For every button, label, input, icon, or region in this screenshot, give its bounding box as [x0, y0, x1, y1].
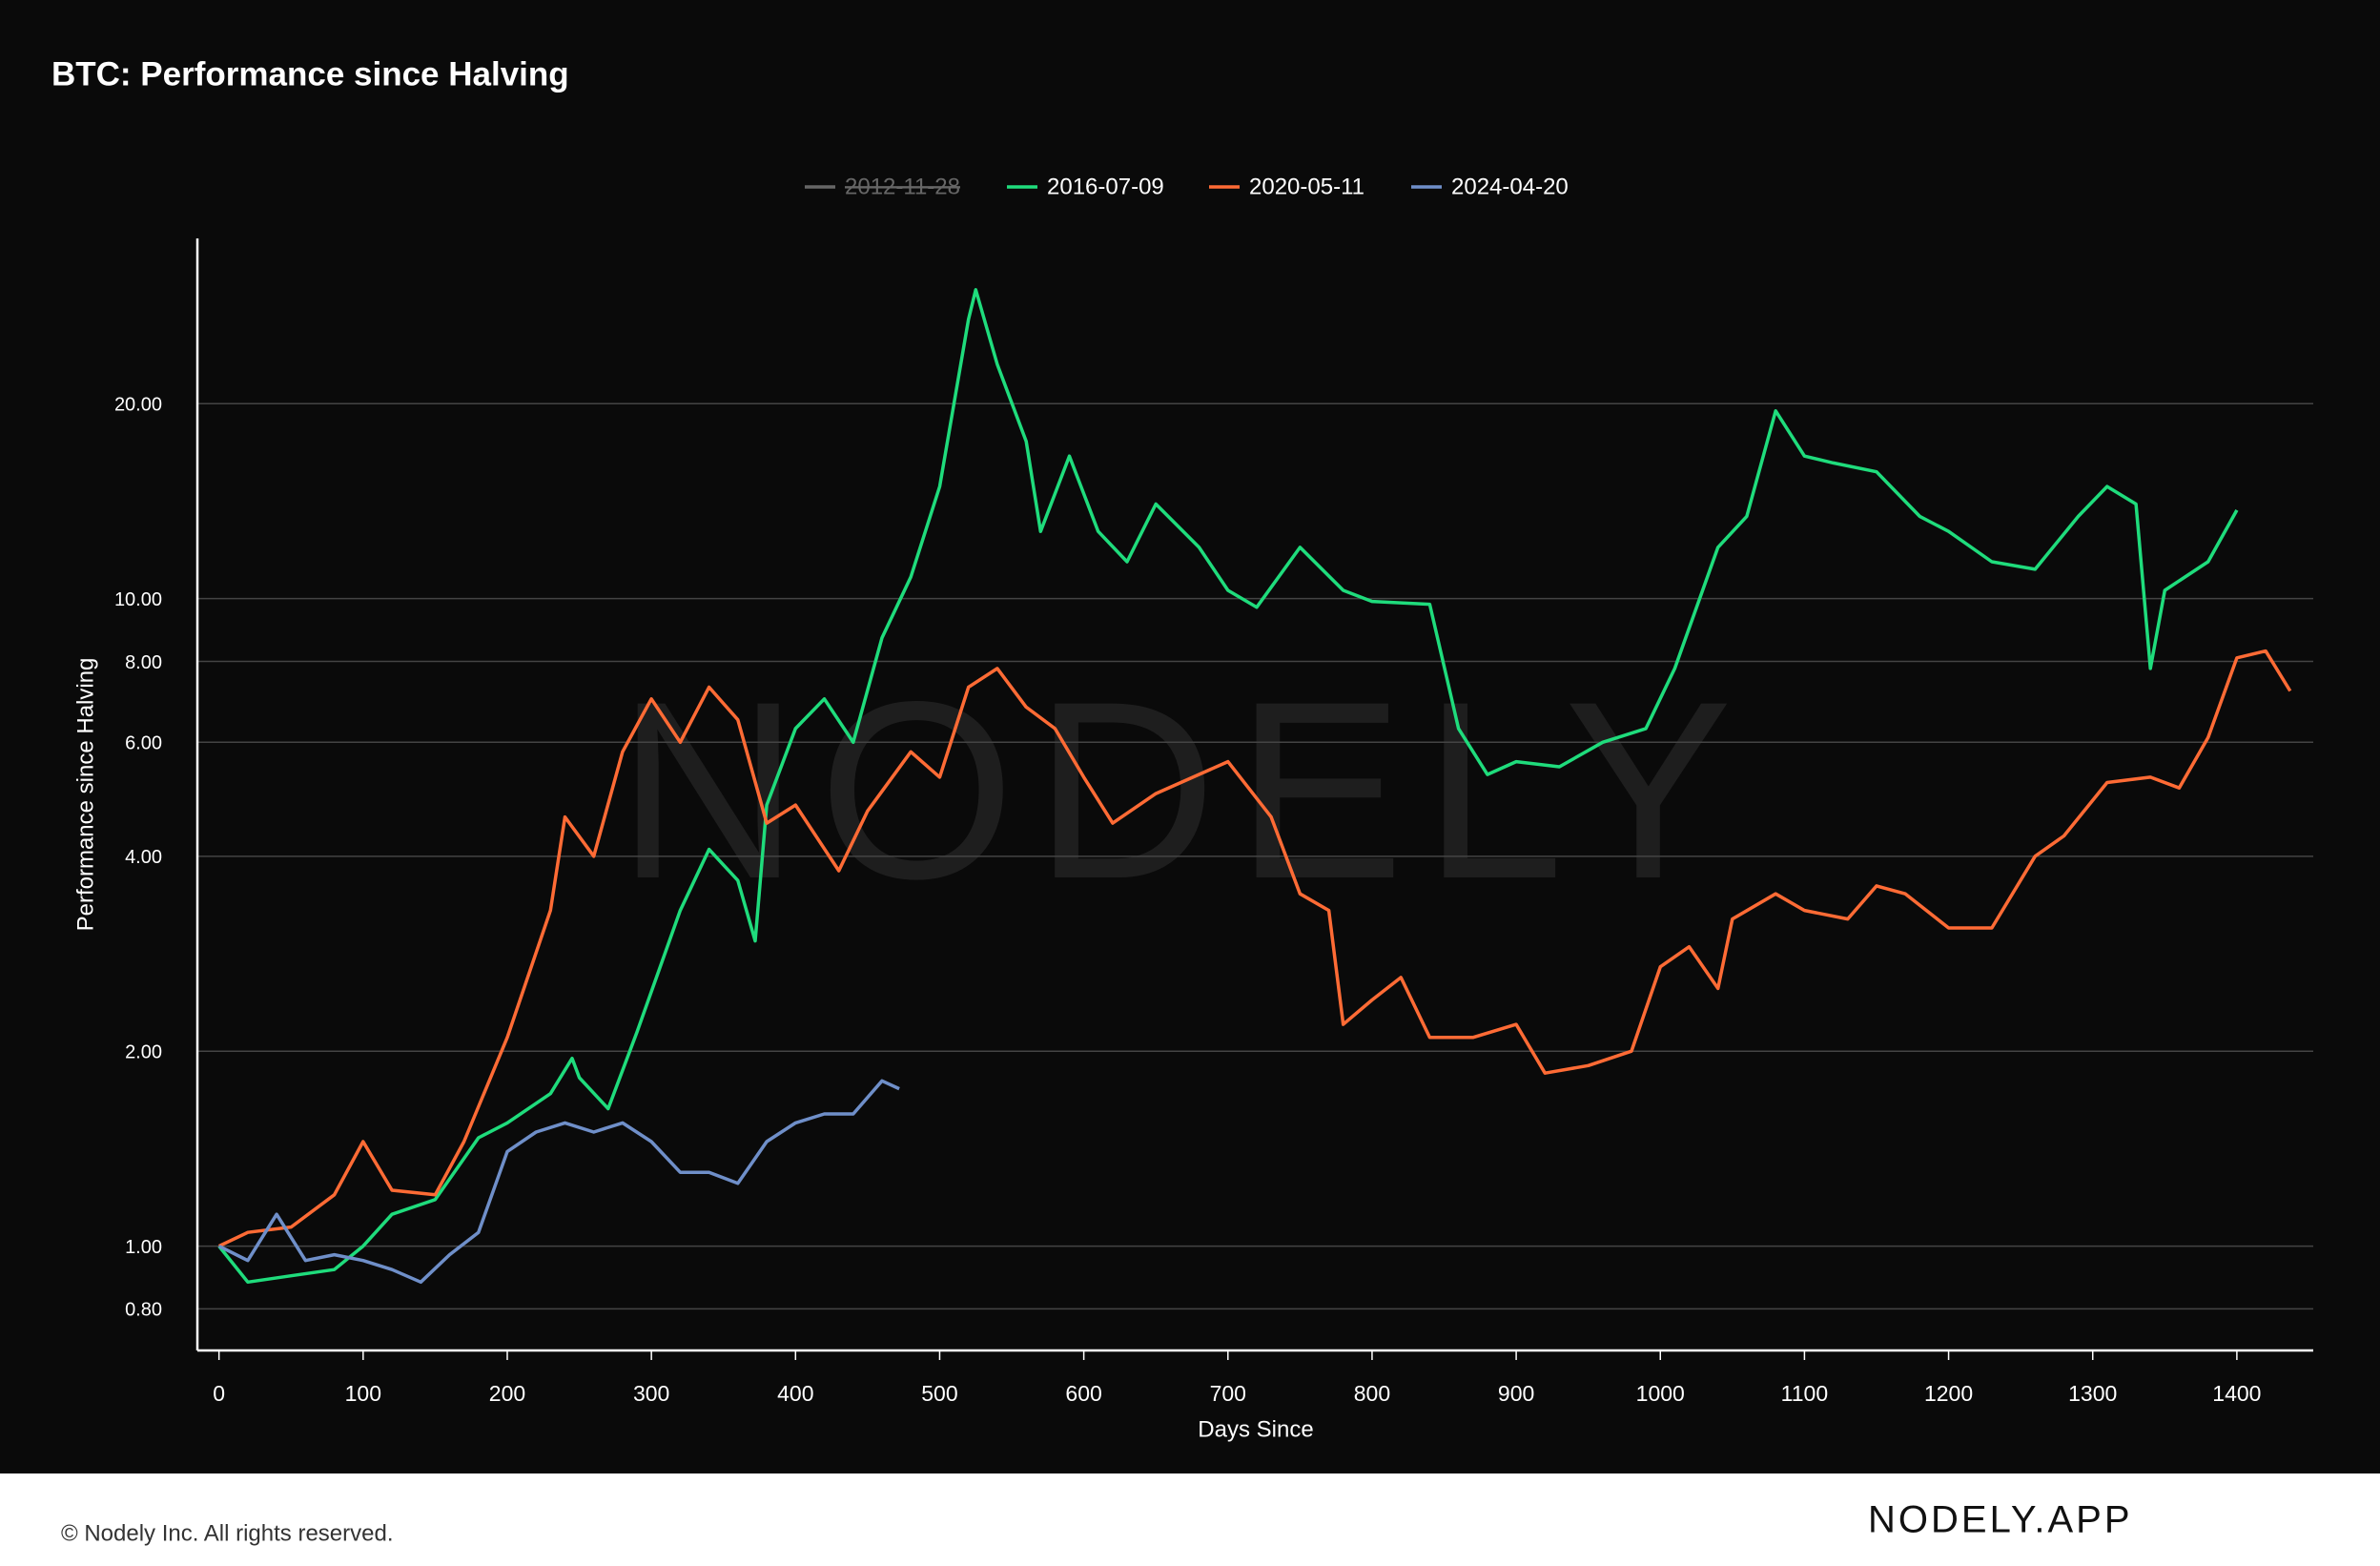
series-line [217, 649, 2292, 1248]
legend-item[interactable]: 2020-05-11 [1209, 174, 1364, 199]
x-tick-label: 400 [777, 1381, 813, 1406]
x-tick-label: 1300 [2068, 1381, 2117, 1406]
y-tick-label: 2.00 [125, 1042, 162, 1063]
y-tick-label: 20.00 [114, 395, 162, 416]
legend-label: 2016-07-09 [1047, 174, 1164, 199]
brand-logo: NODELY.APP [1868, 1499, 2133, 1541]
legend-label: 2020-05-11 [1249, 174, 1364, 199]
chart-title: BTC: Performance since Halving [51, 55, 569, 93]
watermark: NODELY [617, 649, 1752, 932]
x-tick-label: 1100 [1781, 1381, 1828, 1406]
x-axis-label: Days Since [1198, 1416, 1313, 1442]
legend-item[interactable]: 2024-04-20 [1411, 174, 1569, 199]
chart-background [0, 0, 2380, 1473]
legend-item[interactable]: 2012-11-28 [805, 174, 960, 199]
legend-label: 2024-04-20 [1451, 174, 1569, 199]
x-tick-label: 900 [1498, 1381, 1534, 1406]
x-tick-label: 100 [345, 1381, 381, 1406]
series-line [217, 288, 2239, 1285]
x-tick-label: 1000 [1636, 1381, 1685, 1406]
y-tick-label: 0.80 [125, 1300, 162, 1321]
y-tick-label: 1.00 [125, 1237, 162, 1258]
y-tick-label: 10.00 [114, 589, 162, 610]
copyright: © Nodely Inc. All rights reserved. [61, 1520, 394, 1546]
x-tick-label: 600 [1065, 1381, 1101, 1406]
y-axis-label: Performance since Halving [72, 658, 98, 932]
x-tick-label: 1400 [2212, 1381, 2261, 1406]
x-tick-label: 700 [1210, 1381, 1246, 1406]
legend-item[interactable]: 2016-07-09 [1007, 174, 1164, 199]
y-tick-label: 4.00 [125, 847, 162, 868]
x-tick-label: 200 [489, 1381, 525, 1406]
legend-label: 2012-11-28 [845, 174, 960, 199]
y-tick-label: 8.00 [125, 652, 162, 673]
x-tick-label: 300 [633, 1381, 669, 1406]
x-tick-label: 800 [1354, 1381, 1390, 1406]
series-line [217, 1079, 900, 1285]
x-tick-label: 500 [921, 1381, 957, 1406]
x-tick-label: 1200 [1924, 1381, 1973, 1406]
x-tick-label: 0 [213, 1381, 225, 1406]
y-tick-label: 6.00 [125, 733, 162, 754]
